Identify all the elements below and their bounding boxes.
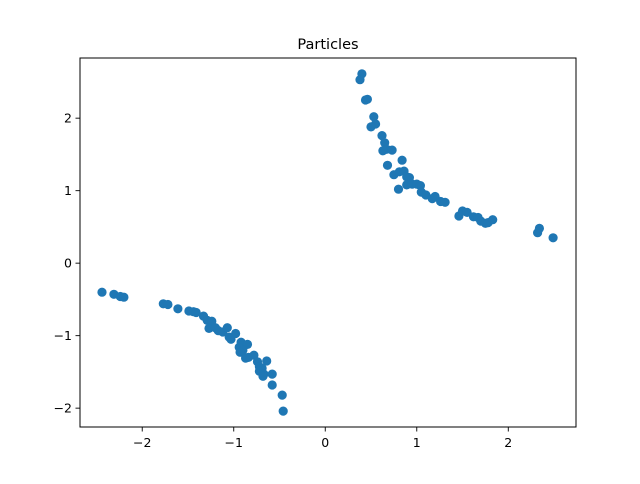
data-point xyxy=(267,369,277,379)
data-point xyxy=(262,356,272,366)
y-tick-label: 2 xyxy=(64,111,72,126)
x-tick-label: 0 xyxy=(321,435,329,450)
data-point xyxy=(173,304,183,314)
data-point xyxy=(362,94,372,104)
data-point xyxy=(534,223,545,233)
data-point xyxy=(366,122,376,132)
data-point xyxy=(97,287,107,297)
data-point xyxy=(355,75,365,85)
data-point xyxy=(393,184,404,194)
data-point xyxy=(462,207,472,217)
x-tick-label: 1 xyxy=(413,435,421,450)
data-point xyxy=(548,233,558,243)
data-point xyxy=(258,371,268,381)
data-point xyxy=(378,146,388,156)
y-tick-label: −2 xyxy=(54,401,72,416)
chart-title: Particles xyxy=(297,37,358,53)
data-point xyxy=(440,197,450,207)
plot-area-frame xyxy=(79,57,577,428)
data-point xyxy=(277,390,287,400)
data-point xyxy=(163,299,173,310)
data-point xyxy=(231,328,241,339)
data-point xyxy=(369,112,379,122)
data-point xyxy=(488,215,498,225)
y-tick-label: −1 xyxy=(54,328,72,343)
x-axis-ticks: −2 −1 0 1 2 xyxy=(133,427,512,450)
y-tick-label: 1 xyxy=(64,183,72,198)
data-point xyxy=(278,406,288,416)
data-points xyxy=(97,69,558,416)
x-tick-label: −2 xyxy=(133,435,151,450)
data-point xyxy=(119,292,129,302)
data-point xyxy=(397,155,407,165)
data-point xyxy=(377,131,387,141)
x-tick-label: 2 xyxy=(504,435,512,450)
y-axis-ticks: −2 −1 0 1 2 xyxy=(54,111,80,416)
data-point xyxy=(267,380,277,390)
data-point xyxy=(191,307,201,318)
data-point xyxy=(387,145,397,155)
data-point xyxy=(242,339,253,349)
y-tick-label: 0 xyxy=(64,256,72,271)
data-point xyxy=(235,347,245,357)
data-point xyxy=(222,323,232,333)
x-tick-label: −1 xyxy=(225,435,243,450)
data-point xyxy=(382,160,393,170)
